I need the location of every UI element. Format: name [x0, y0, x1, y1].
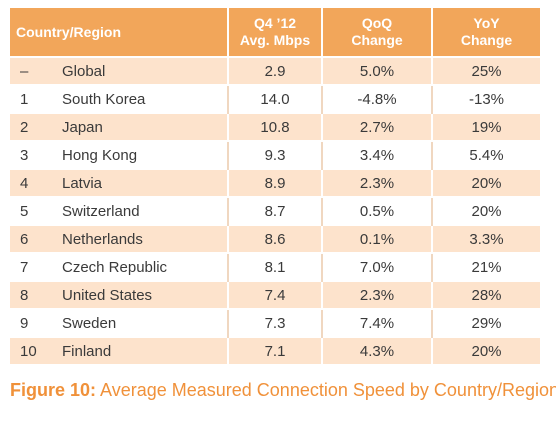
table-row: 3 Hong Kong 9.3 3.4% 5.4% — [10, 140, 540, 169]
cell-qoq-change: 2.3% — [322, 168, 433, 197]
cell-rank: – — [10, 56, 56, 85]
cell-country: Netherlands — [56, 224, 229, 253]
cell-rank: 9 — [10, 308, 56, 337]
cell-rank: 2 — [10, 112, 56, 141]
cell-country: Hong Kong — [56, 140, 229, 169]
header-qoq-change: QoQ Change — [322, 8, 433, 57]
cell-yoy-change: 21% — [432, 252, 540, 281]
cell-rank: 1 — [10, 84, 56, 113]
cell-avg-speed: 7.4 — [228, 280, 323, 309]
cell-qoq-change: 2.3% — [322, 280, 433, 309]
figure-caption: Figure 10: Average Measured Connection S… — [10, 380, 556, 401]
cell-qoq-change: 5.0% — [322, 56, 433, 85]
cell-rank: 8 — [10, 280, 56, 309]
header-qoq-line2: Change — [351, 32, 403, 48]
cell-qoq-change: 3.4% — [322, 140, 433, 169]
cell-country: Japan — [56, 112, 229, 141]
cell-avg-speed: 8.6 — [228, 224, 323, 253]
table-row: 2 Japan 10.8 2.7% 19% — [10, 112, 540, 141]
cell-avg-speed: 14.0 — [228, 84, 323, 113]
cell-qoq-change: 0.1% — [322, 224, 433, 253]
table-row: 10 Finland 7.1 4.3% 20% — [10, 336, 540, 364]
cell-country: South Korea — [56, 84, 229, 113]
cell-avg-speed: 7.1 — [228, 336, 323, 364]
cell-rank: 7 — [10, 252, 56, 281]
table-row: 8 United States 7.4 2.3% 28% — [10, 280, 540, 309]
cell-yoy-change: -13% — [432, 84, 540, 113]
cell-avg-speed: 9.3 — [228, 140, 323, 169]
header-row: Country/Region Q4 ’12 Avg. Mbps QoQ Chan… — [10, 8, 540, 57]
figure-caption-label: Figure 10: — [10, 380, 97, 400]
cell-country: Czech Republic — [56, 252, 229, 281]
cell-rank: 6 — [10, 224, 56, 253]
header-yoy-line2: Change — [460, 32, 513, 48]
cell-country: Latvia — [56, 168, 229, 197]
header-yoy-change: YoY Change — [432, 8, 540, 57]
table-row: 5 Switzerland 8.7 0.5% 20% — [10, 196, 540, 225]
header-yoy-line1: YoY — [473, 15, 500, 31]
cell-country: Finland — [56, 336, 229, 364]
cell-qoq-change: 0.5% — [322, 196, 433, 225]
table-header: Country/Region Q4 ’12 Avg. Mbps QoQ Chan… — [10, 8, 540, 57]
header-qoq-line1: QoQ — [361, 15, 393, 31]
figure-caption-text: Average Measured Connection Speed by Cou… — [96, 380, 556, 400]
table-row: 4 Latvia 8.9 2.3% 20% — [10, 168, 540, 197]
cell-country: United States — [56, 280, 229, 309]
cell-rank: 3 — [10, 140, 56, 169]
cell-avg-speed: 2.9 — [228, 56, 323, 85]
header-avg-speed-line1: Q4 ’12 — [253, 15, 297, 31]
cell-qoq-change: 7.0% — [322, 252, 433, 281]
cell-yoy-change: 3.3% — [432, 224, 540, 253]
cell-yoy-change: 20% — [432, 196, 540, 225]
cell-avg-speed: 8.7 — [228, 196, 323, 225]
cell-avg-speed: 8.1 — [228, 252, 323, 281]
cell-qoq-change: 2.7% — [322, 112, 433, 141]
cell-country: Sweden — [56, 308, 229, 337]
cell-country: Switzerland — [56, 196, 229, 225]
table-row: – Global 2.9 5.0% 25% — [10, 56, 540, 85]
cell-avg-speed: 7.3 — [228, 308, 323, 337]
table-row: 9 Sweden 7.3 7.4% 29% — [10, 308, 540, 337]
cell-yoy-change: 19% — [432, 112, 540, 141]
table-body: – Global 2.9 5.0% 25% 1 South Korea 14.0 -4.8% -1… — [10, 56, 540, 364]
cell-qoq-change: -4.8% — [322, 84, 433, 113]
table-row: 6 Netherlands 8.6 0.1% 3.3% — [10, 224, 540, 253]
header-country-label: Country/Region — [16, 23, 121, 40]
cell-yoy-change: 29% — [432, 308, 540, 337]
cell-rank: 10 — [10, 336, 56, 364]
cell-yoy-change: 28% — [432, 280, 540, 309]
cell-yoy-change: 20% — [432, 336, 540, 364]
header-avg-speed: Q4 ’12 Avg. Mbps — [228, 8, 323, 57]
cell-yoy-change: 5.4% — [432, 140, 540, 169]
cell-rank: 4 — [10, 168, 56, 197]
cell-avg-speed: 8.9 — [228, 168, 323, 197]
header-avg-speed-line2: Avg. Mbps — [239, 32, 311, 48]
header-country: Country/Region — [10, 8, 229, 57]
connection-speed-table-container: Country/Region Q4 ’12 Avg. Mbps QoQ Chan… — [10, 8, 540, 364]
cell-yoy-change: 25% — [432, 56, 540, 85]
cell-qoq-change: 4.3% — [322, 336, 433, 364]
cell-yoy-change: 20% — [432, 168, 540, 197]
cell-avg-speed: 10.8 — [228, 112, 323, 141]
cell-qoq-change: 7.4% — [322, 308, 433, 337]
connection-speed-table: Country/Region Q4 ’12 Avg. Mbps QoQ Chan… — [10, 8, 540, 364]
cell-country: Global — [56, 56, 229, 85]
cell-rank: 5 — [10, 196, 56, 225]
table-row: 1 South Korea 14.0 -4.8% -13% — [10, 84, 540, 113]
table-row: 7 Czech Republic 8.1 7.0% 21% — [10, 252, 540, 281]
